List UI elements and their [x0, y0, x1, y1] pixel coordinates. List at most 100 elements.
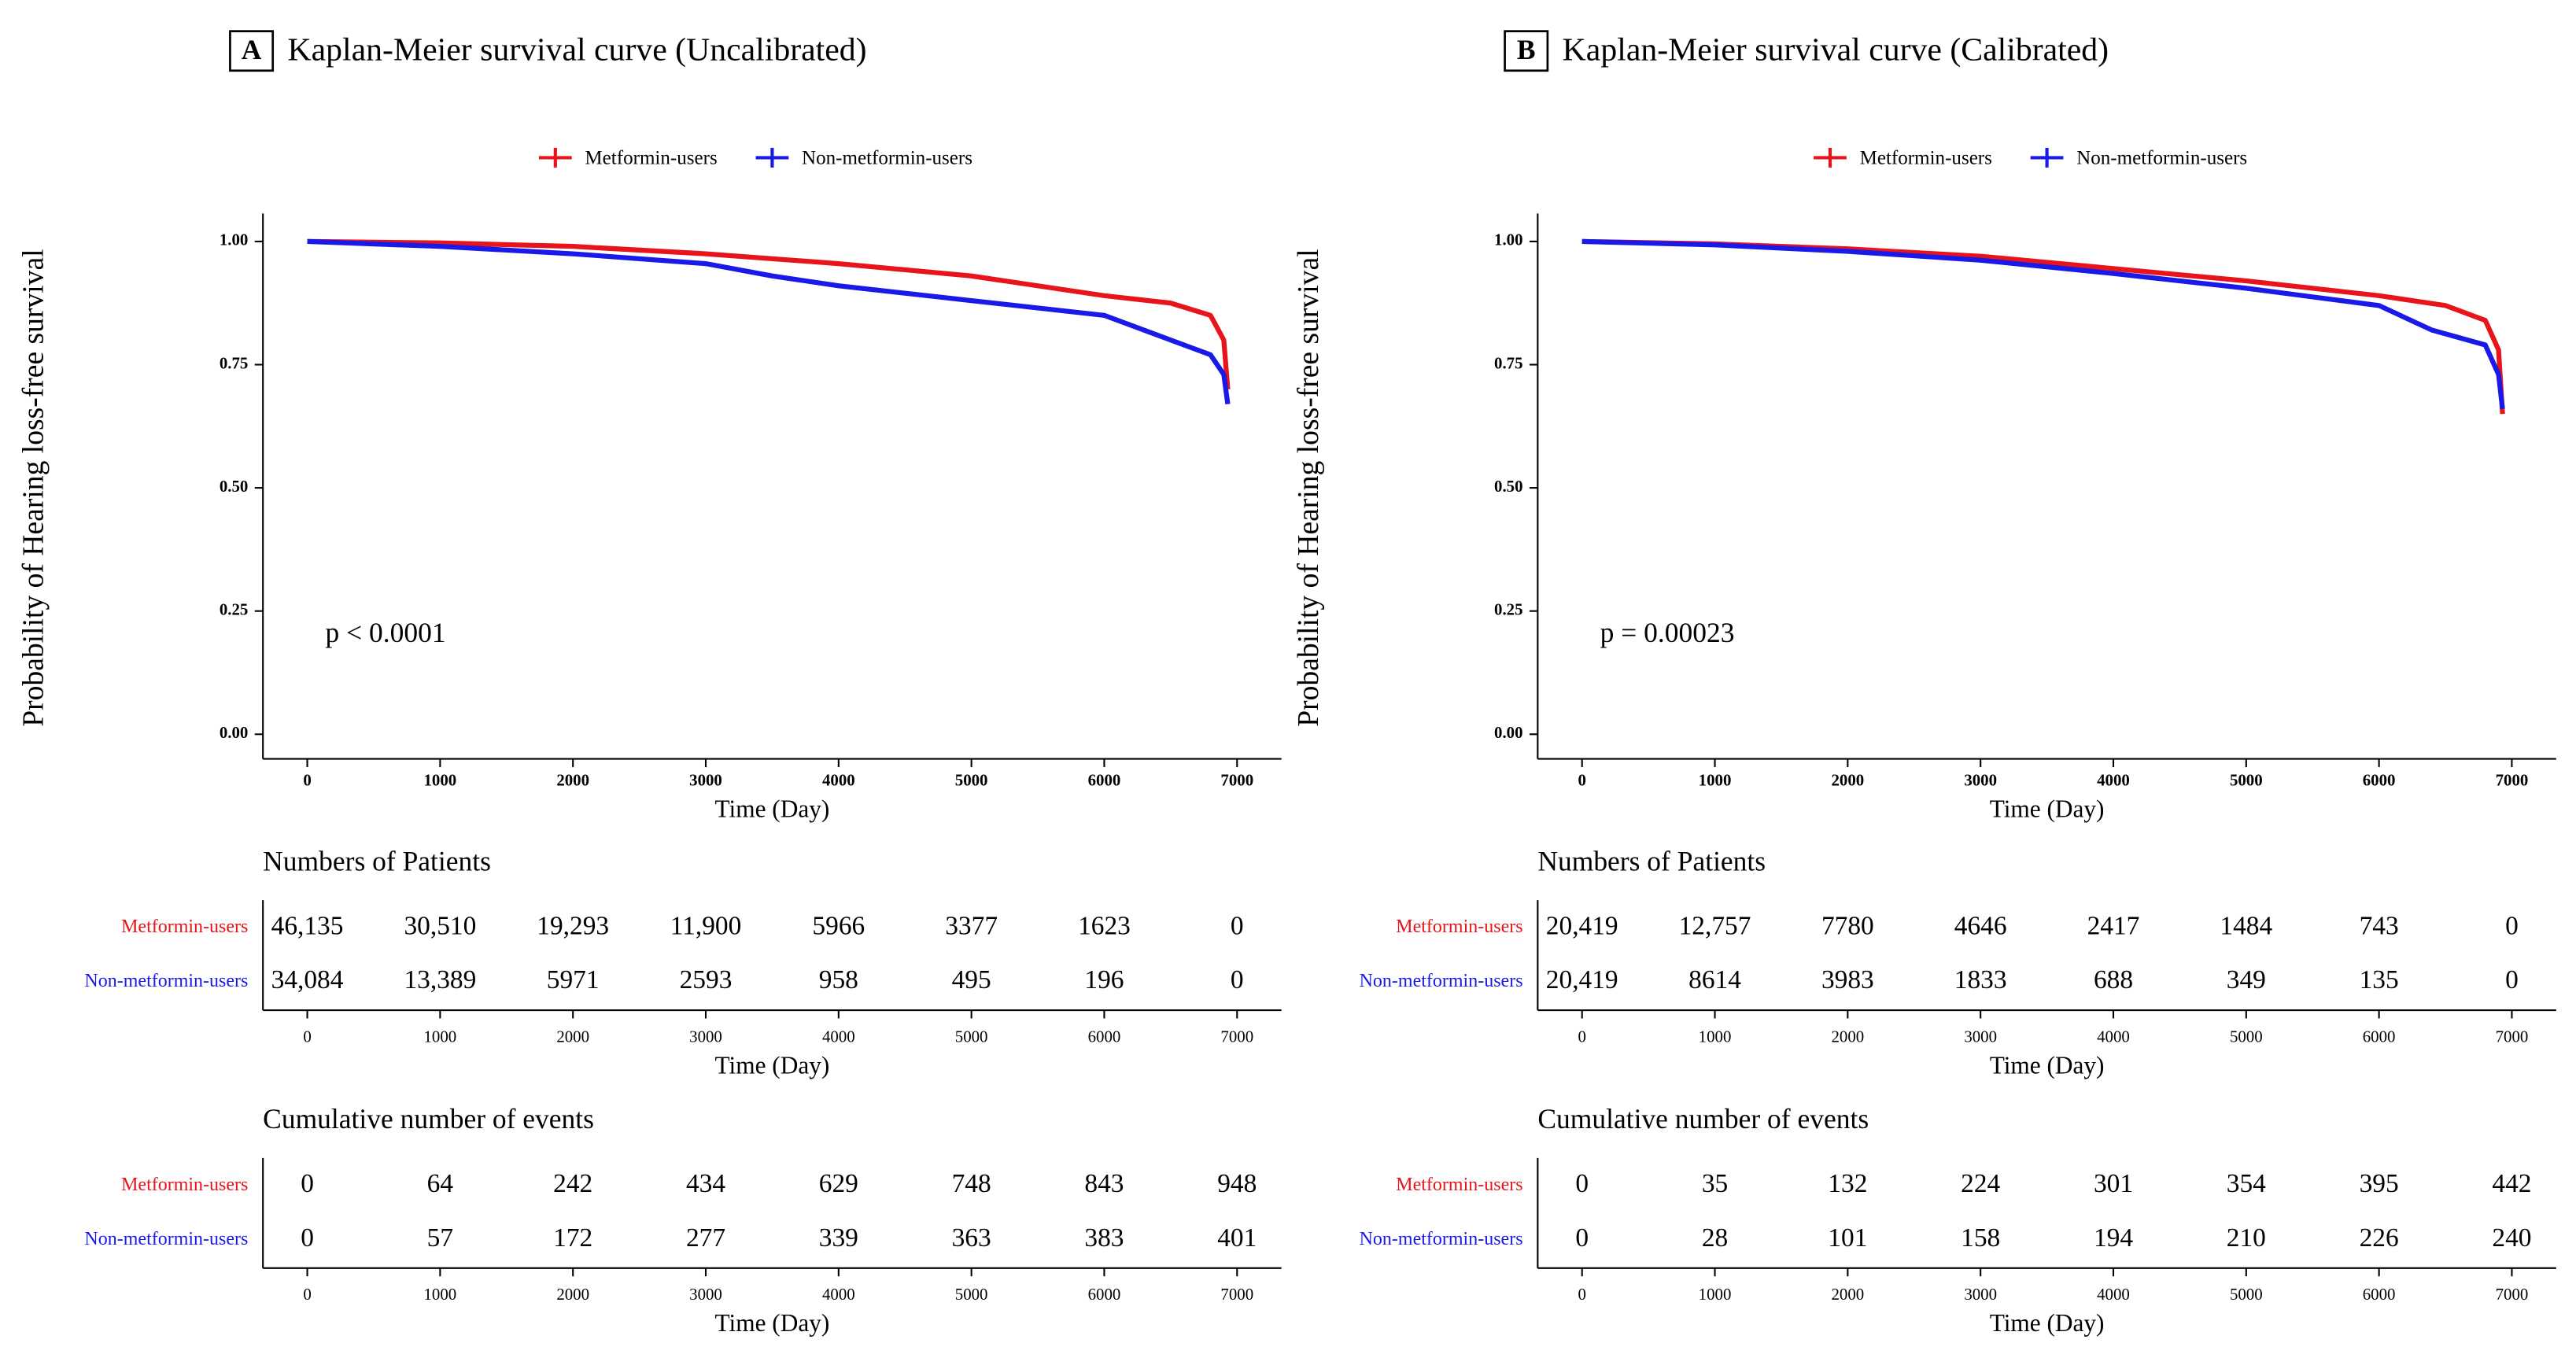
table-tick-label: 5000	[955, 1285, 988, 1304]
table-cell: 0	[1575, 1169, 1589, 1198]
survival-curve	[307, 238, 1231, 405]
table-cell: 20,419	[1546, 965, 1618, 994]
y-tick-label: 0.50	[220, 477, 249, 496]
table-cell: 395	[2360, 1169, 2399, 1198]
table-tick-label: 7000	[2496, 1285, 2529, 1304]
table-cell: 277	[686, 1223, 725, 1252]
table-cell: 383	[1084, 1223, 1124, 1252]
y-tick-label: 1.00	[1494, 231, 1523, 249]
table-cell: 226	[2360, 1223, 2399, 1252]
table-cell: 34,084	[271, 965, 344, 994]
chart-title: Kaplan-Meier survival curve (Calibrated)	[1563, 31, 2109, 68]
table-tick-label: 1000	[1699, 1285, 1732, 1304]
table-cell: 1833	[1954, 965, 2007, 994]
table-tick-label: 1000	[424, 1027, 457, 1046]
table-row-label: Non-metformin-users	[84, 971, 248, 991]
table-title: Numbers of Patients	[263, 845, 491, 876]
table-cell: 46,135	[271, 911, 344, 940]
table-row-label: Metformin-users	[121, 917, 248, 937]
table-cell: 12,757	[1679, 911, 1751, 940]
x-axis-label: Time (Day)	[715, 795, 830, 823]
table-tick-label: 0	[1578, 1027, 1586, 1046]
table-tick-label: 6000	[2363, 1285, 2396, 1304]
table-cell: 442	[2492, 1169, 2531, 1198]
table-cell: 196	[1084, 965, 1124, 994]
y-tick-label: 0.25	[220, 599, 249, 618]
table-tick-label: 6000	[1088, 1285, 1121, 1304]
table-cell: 0	[1231, 965, 1244, 994]
table-cell: 224	[1961, 1169, 2000, 1198]
table-cell: 30,510	[404, 911, 476, 940]
legend-label: Metformin-users	[585, 147, 717, 168]
x-tick-label: 0	[1578, 771, 1586, 790]
table-tick-label: 4000	[822, 1027, 855, 1046]
table-tick-label: 2000	[1831, 1285, 1864, 1304]
table-cell: 958	[819, 965, 858, 994]
survival-curve	[1581, 238, 2505, 410]
table-cell: 101	[1828, 1223, 1867, 1252]
panel-box	[1504, 30, 1549, 72]
table-cell: 242	[553, 1169, 592, 1198]
x-tick-label: 2000	[556, 771, 589, 790]
table-cell: 2593	[680, 965, 733, 994]
x-tick-label: 6000	[1088, 771, 1121, 790]
table-cell: 0	[1231, 911, 1244, 940]
table-x-label: Time (Day)	[1990, 1051, 2105, 1079]
y-tick-label: 0.25	[1494, 599, 1523, 618]
chart-title: Kaplan-Meier survival curve (Uncalibrate…	[288, 31, 867, 68]
legend-label: Metformin-users	[1860, 147, 1992, 168]
table-cell: 301	[2094, 1169, 2133, 1198]
table-tick-label: 3000	[689, 1027, 722, 1046]
table-cell: 401	[1217, 1223, 1257, 1252]
table-cell: 434	[686, 1169, 725, 1198]
table-cell: 743	[2360, 911, 2399, 940]
table-row-label: Non-metformin-users	[84, 1229, 248, 1249]
table-tick-label: 6000	[2363, 1027, 2396, 1046]
table-tick-label: 1000	[1699, 1027, 1732, 1046]
table-cell: 0	[1575, 1223, 1589, 1252]
y-axis-label: Probability of Hearing loss-free surviva…	[1293, 249, 1325, 726]
table-cell: 158	[1961, 1223, 2000, 1252]
table-cell: 5966	[812, 911, 865, 940]
x-tick-label: 1000	[1699, 771, 1732, 790]
y-tick-label: 0.00	[1494, 723, 1523, 742]
table-tick-label: 0	[303, 1285, 311, 1304]
x-tick-label: 7000	[1220, 771, 1253, 790]
x-axis-label: Time (Day)	[1990, 795, 2105, 823]
table-tick-label: 2000	[556, 1027, 589, 1046]
x-tick-label: 0	[303, 771, 311, 790]
table-tick-label: 4000	[2097, 1285, 2130, 1304]
table-row-label: Metformin-users	[121, 1175, 248, 1195]
table-tick-label: 0	[1578, 1285, 1586, 1304]
table-cell: 495	[952, 965, 991, 994]
table-cell: 2417	[2087, 911, 2140, 940]
legend-label: Non-metformin-users	[802, 147, 972, 168]
table-x-label: Time (Day)	[1990, 1309, 2105, 1337]
table-tick-label: 3000	[1964, 1027, 1997, 1046]
survival-curve	[307, 238, 1231, 390]
table-cell: 843	[1084, 1169, 1124, 1198]
table-cell: 11,900	[670, 911, 742, 940]
y-tick-label: 0.75	[1494, 353, 1523, 372]
table-x-label: Time (Day)	[715, 1051, 830, 1079]
table-cell: 3983	[1821, 965, 1874, 994]
table-cell: 629	[819, 1169, 858, 1198]
table-cell: 349	[2227, 965, 2266, 994]
table-cell: 35	[1702, 1169, 1728, 1198]
y-tick-label: 0.75	[220, 353, 249, 372]
y-tick-label: 1.00	[220, 231, 249, 249]
table-cell: 363	[952, 1223, 991, 1252]
table-cell: 172	[553, 1223, 592, 1252]
table-tick-label: 2000	[556, 1285, 589, 1304]
table-tick-label: 4000	[822, 1285, 855, 1304]
table-cell: 135	[2360, 965, 2399, 994]
table-cell: 354	[2227, 1169, 2266, 1198]
table-cell: 64	[427, 1169, 454, 1198]
table-cell: 339	[819, 1223, 858, 1252]
y-axis-label: Probability of Hearing loss-free surviva…	[18, 249, 50, 726]
table-cell: 8614	[1688, 965, 1741, 994]
table-tick-label: 7000	[1220, 1027, 1253, 1046]
table-cell: 4646	[1954, 911, 2007, 940]
panel-box	[229, 30, 275, 72]
table-tick-label: 4000	[2097, 1027, 2130, 1046]
